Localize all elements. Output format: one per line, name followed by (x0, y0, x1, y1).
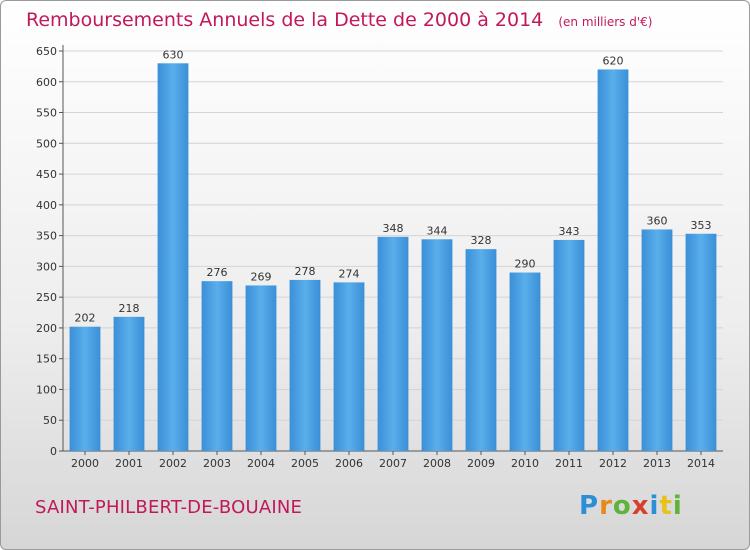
data-label: 630 (163, 48, 184, 61)
bar (201, 281, 233, 451)
data-label: 276 (207, 266, 228, 279)
data-label: 343 (559, 225, 580, 238)
x-tick-label: 2014 (687, 457, 715, 470)
data-label: 360 (647, 214, 668, 227)
y-tick-label: 300 (36, 260, 57, 273)
x-tick-label: 2009 (467, 457, 495, 470)
x-tick-label: 2012 (599, 457, 627, 470)
chart-title: Remboursements Annuels de la Dette de 20… (26, 9, 544, 31)
x-tick-label: 2004 (247, 457, 275, 470)
y-tick-label: 400 (36, 199, 57, 212)
y-tick-label: 100 (36, 383, 57, 396)
bar (641, 229, 673, 451)
y-tick-label: 350 (36, 230, 57, 243)
y-tick-label: 0 (50, 445, 57, 458)
y-tick-label: 500 (36, 137, 57, 150)
y-tick-label: 600 (36, 76, 57, 89)
x-tick-label: 2008 (423, 457, 451, 470)
bar (421, 239, 453, 451)
place-name: SAINT-PHILBERT-DE-BOUAINE (35, 497, 303, 518)
x-tick-label: 2011 (555, 457, 583, 470)
bar (553, 239, 585, 451)
bar (465, 249, 497, 451)
data-label: 274 (339, 267, 360, 280)
y-tick-label: 250 (36, 291, 57, 304)
bar (685, 233, 717, 451)
y-tick-label: 450 (36, 168, 57, 181)
x-tick-label: 2000 (71, 457, 99, 470)
bar (509, 272, 541, 451)
data-label: 278 (295, 265, 316, 278)
bar (69, 326, 101, 451)
bar (289, 279, 321, 451)
y-tick-label: 200 (36, 322, 57, 335)
data-label: 620 (603, 54, 624, 67)
x-tick-label: 2006 (335, 457, 363, 470)
y-tick-label: 550 (36, 107, 57, 120)
x-tick-label: 2013 (643, 457, 671, 470)
data-label: 269 (251, 270, 272, 283)
data-label: 344 (427, 224, 448, 237)
y-tick-label: 150 (36, 353, 57, 366)
x-tick-label: 2005 (291, 457, 319, 470)
y-tick-label: 50 (43, 414, 57, 427)
data-label: 218 (119, 302, 140, 315)
title-row: Remboursements Annuels de la Dette de 20… (26, 9, 652, 31)
bars (69, 63, 717, 452)
chart-subtitle: (en milliers d'€) (558, 15, 653, 29)
x-tick-label: 2002 (159, 457, 187, 470)
data-label: 328 (471, 234, 492, 247)
x-tick-label: 2007 (379, 457, 407, 470)
bar (333, 282, 365, 451)
bar (113, 316, 145, 451)
x-tick-label: 2003 (203, 457, 231, 470)
x-tick-label: 2001 (115, 457, 143, 470)
x-tick-label: 2010 (511, 457, 539, 470)
bar (245, 285, 277, 451)
data-label: 290 (515, 258, 536, 271)
bar (377, 236, 409, 451)
labels: 0 50 100 150 200 250 300 350 400 450 500 550 600 650 2… (36, 45, 715, 470)
bar (597, 69, 629, 451)
bar (157, 63, 189, 452)
data-label: 202 (75, 312, 96, 325)
data-label: 348 (383, 222, 404, 235)
proxiti-logo: Proxiti (579, 491, 683, 521)
y-tick-label: 650 (36, 45, 57, 58)
data-label: 353 (691, 219, 712, 232)
